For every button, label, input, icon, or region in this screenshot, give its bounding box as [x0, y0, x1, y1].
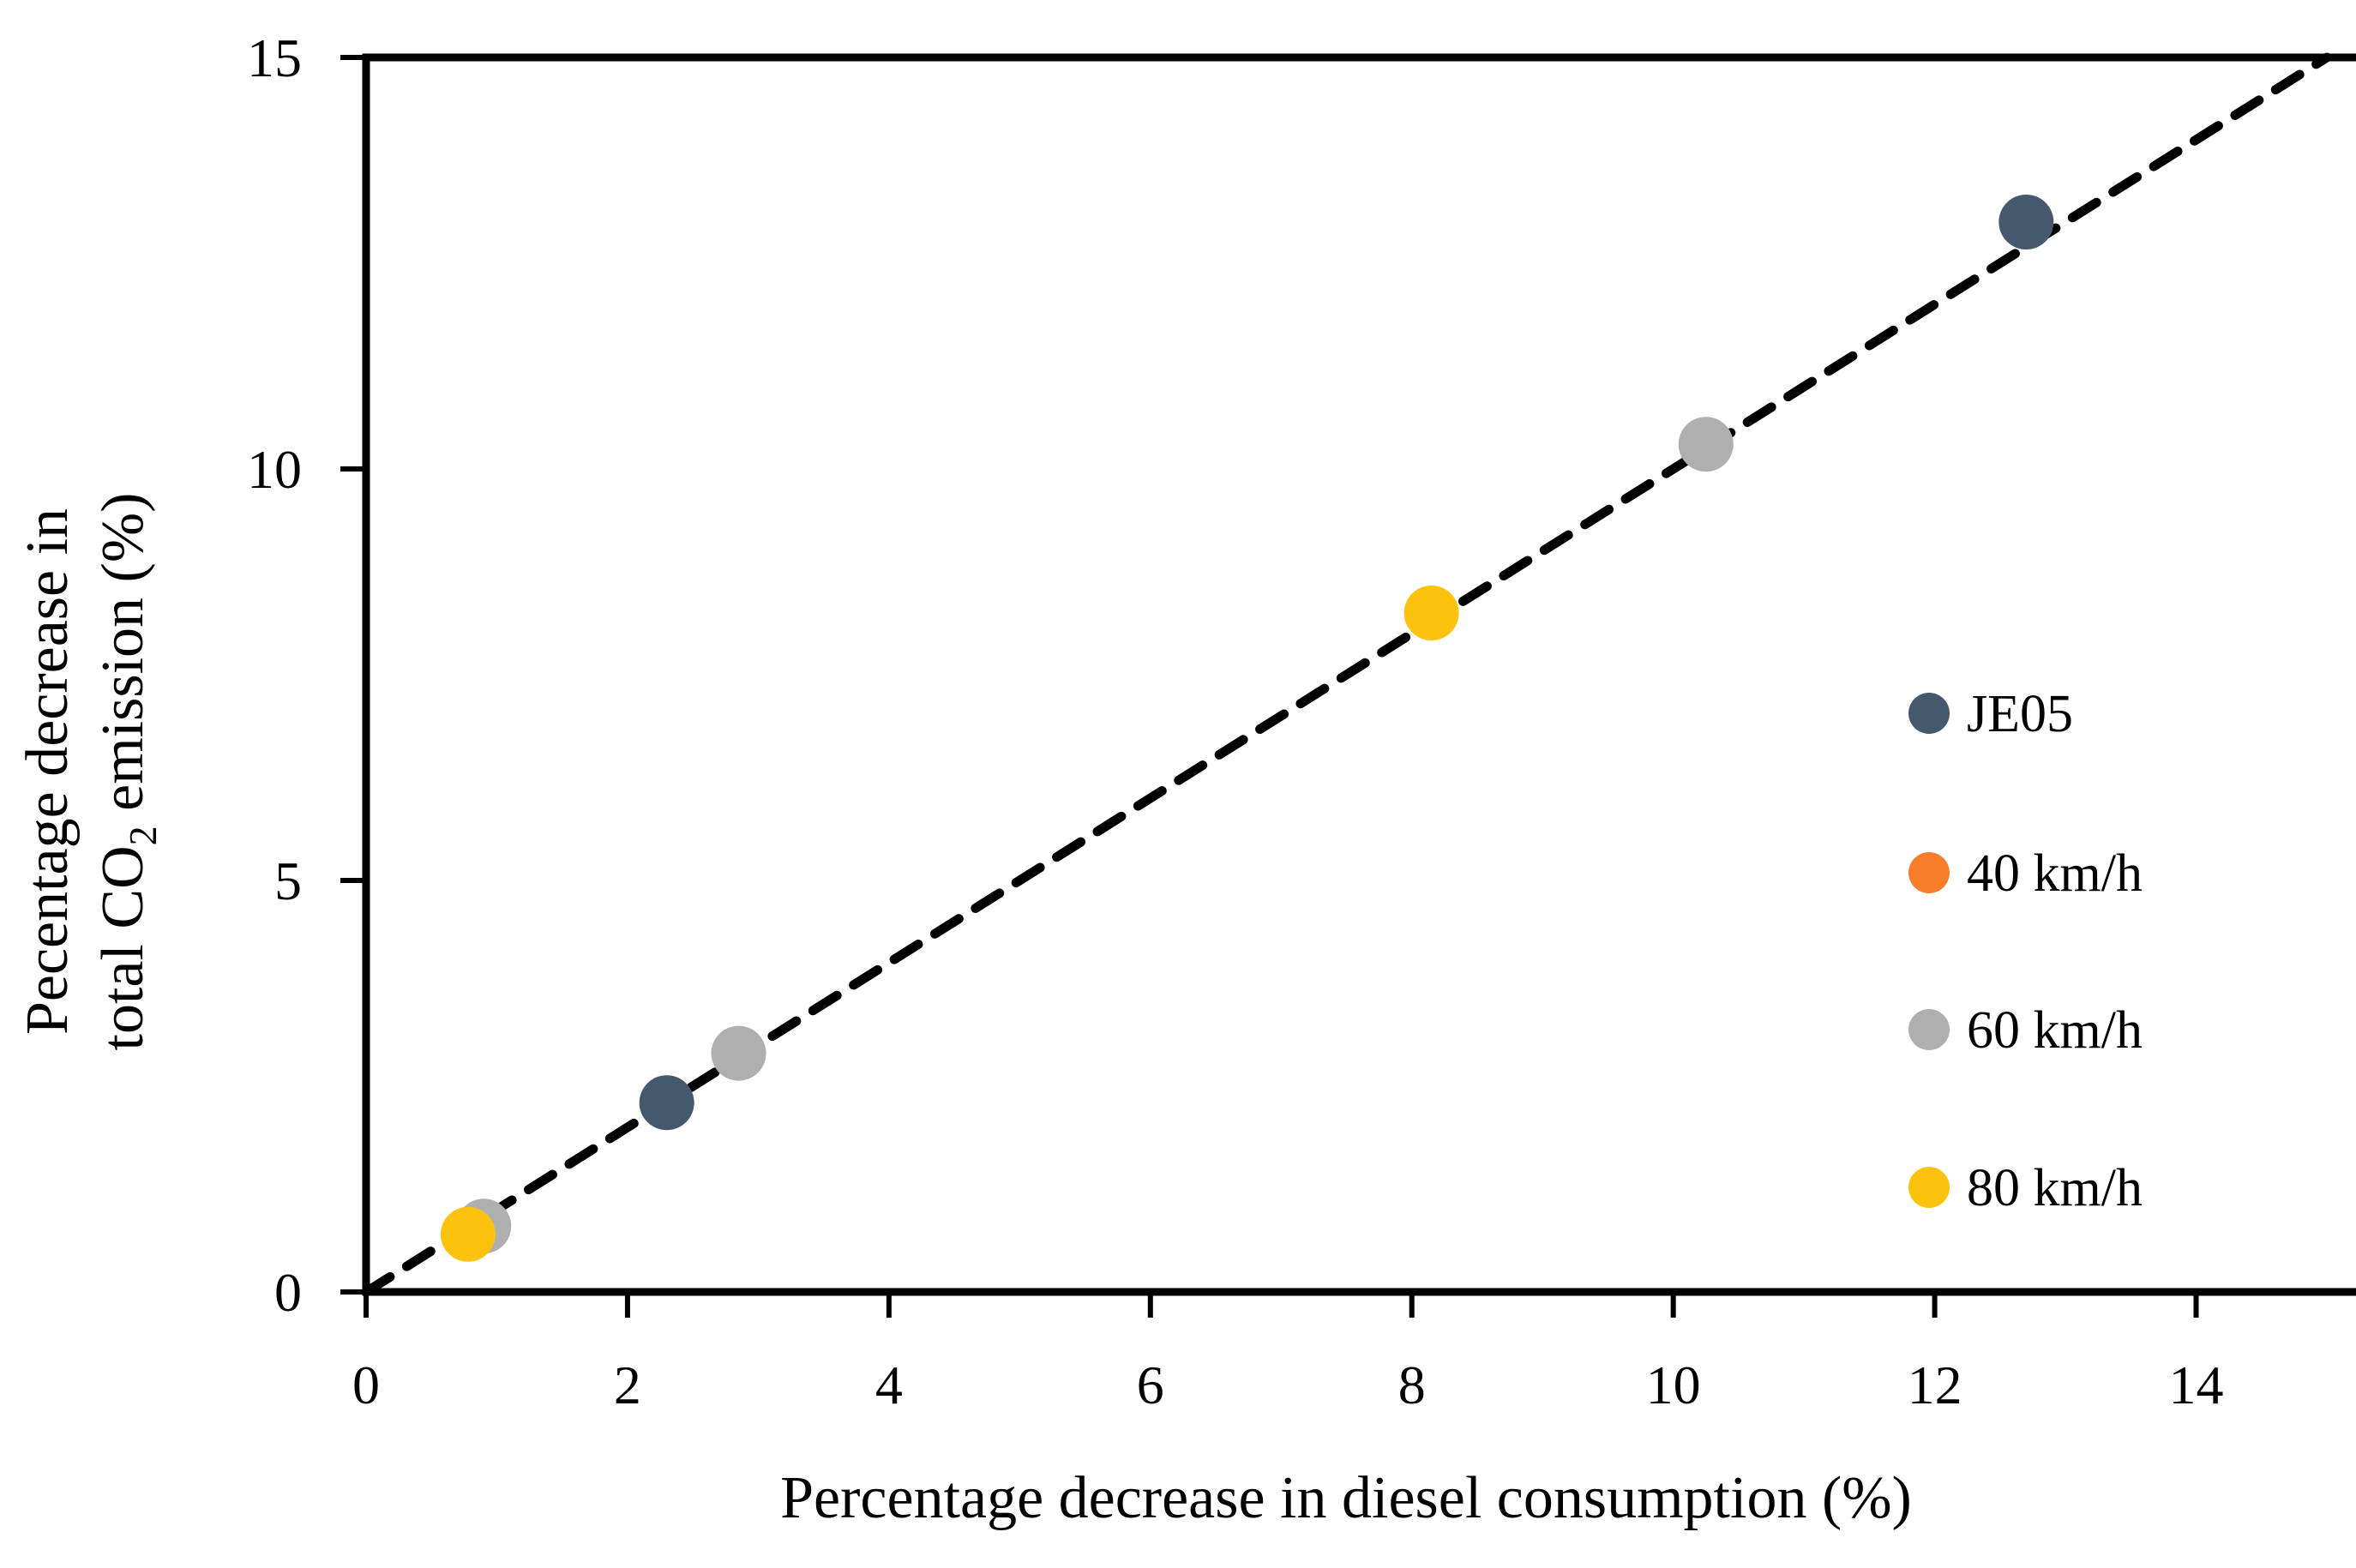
data-point-80-km-h — [1403, 586, 1459, 640]
data-point-je05 — [1998, 195, 2054, 249]
axis-tick-labels: 0 2 4 6 8 10 12 14 0 5 10 15 — [247, 27, 2224, 1415]
y-tick-label: 0 — [274, 1262, 302, 1323]
legend-marker-60-km-h — [1908, 1009, 1950, 1050]
x-tick-label: 4 — [875, 1355, 903, 1415]
legend-label-je05: JE05 — [1967, 685, 2073, 743]
identity-line — [361, 52, 2332, 1297]
x-tick-label: 14 — [2169, 1355, 2224, 1415]
identity-dashed-line — [361, 52, 2332, 1297]
x-tick-label: 10 — [1646, 1355, 1701, 1415]
x-tick-label: 8 — [1398, 1355, 1426, 1415]
data-point-60-km-h — [711, 1025, 766, 1081]
data-point-60-km-h — [1678, 417, 1734, 472]
y-tick-label: 5 — [274, 850, 302, 911]
y-axis-title-line1: Pecentage decrease in — [15, 508, 81, 1035]
plot-border — [362, 53, 2356, 1296]
data-points — [440, 195, 2054, 1262]
legend-marker-je05 — [1908, 693, 1950, 734]
y-tick-label: 10 — [247, 439, 302, 500]
y-tick-label: 15 — [247, 27, 302, 88]
x-tick-label: 2 — [614, 1355, 641, 1415]
legend-marker-80-km-h — [1908, 1167, 1950, 1208]
x-tick-label: 12 — [1908, 1355, 1962, 1415]
legend-label-80-km-h: 80 km/h — [1967, 1159, 2143, 1217]
data-point-je05 — [639, 1075, 694, 1131]
data-point-80-km-h — [440, 1206, 496, 1262]
y-axis-title-co2-subscript: 2 — [121, 826, 165, 845]
y-axis-title-line2-post: emission (%) — [90, 493, 156, 826]
legend-marker-40-km-h — [1908, 852, 1950, 893]
x-tick-label: 6 — [1137, 1355, 1164, 1415]
legend: JE05 40 km/h 60 km/h 80 km/h — [1908, 685, 2143, 1217]
x-axis-title: Percentage decrease in diesel consumptio… — [780, 1465, 1912, 1531]
legend-label-60-km-h: 60 km/h — [1967, 1001, 2143, 1060]
y-axis-title-line2: total CO2 emission (%) — [90, 493, 165, 1051]
y-axis-title-line2-pre: total CO — [90, 845, 156, 1050]
axis-ticks — [340, 55, 2199, 1318]
x-tick-label: 0 — [352, 1355, 380, 1415]
legend-label-40-km-h: 40 km/h — [1967, 844, 2143, 903]
